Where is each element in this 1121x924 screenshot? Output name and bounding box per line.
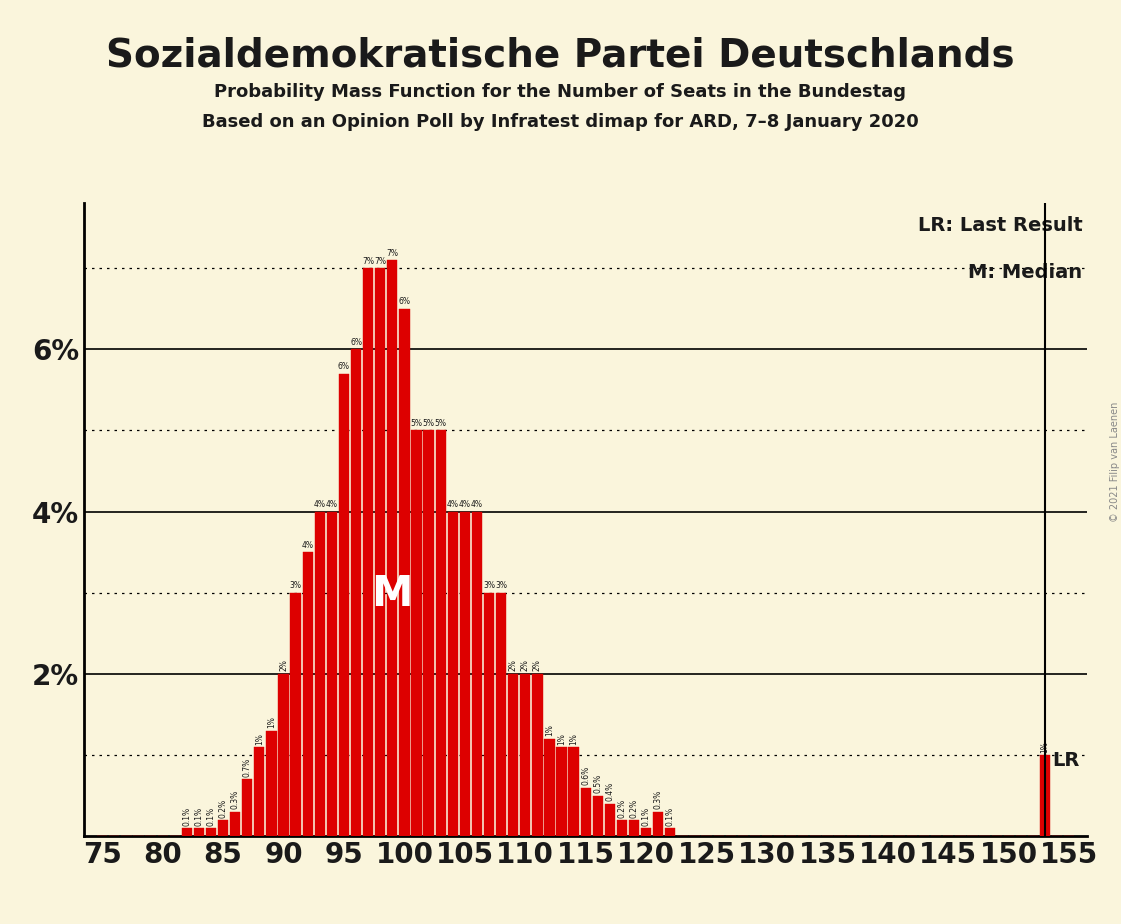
Text: 2%: 2%	[521, 660, 530, 672]
Text: 1%: 1%	[569, 733, 578, 745]
Text: 0.1%: 0.1%	[183, 807, 192, 826]
Bar	[182, 828, 192, 836]
Bar	[363, 268, 373, 836]
Text: 1%: 1%	[267, 716, 276, 728]
Text: 0.7%: 0.7%	[243, 758, 252, 777]
Text: 4%: 4%	[471, 500, 483, 509]
Text: 0.1%: 0.1%	[641, 807, 650, 826]
Text: 7%: 7%	[362, 257, 374, 266]
Bar	[654, 812, 664, 836]
Bar	[278, 674, 289, 836]
Text: 0.4%: 0.4%	[605, 782, 614, 801]
Text: 0.3%: 0.3%	[654, 790, 663, 809]
Text: 0.1%: 0.1%	[206, 807, 215, 826]
Bar	[532, 674, 543, 836]
Text: 5%: 5%	[435, 419, 446, 428]
Text: 6%: 6%	[337, 362, 350, 371]
Bar	[267, 731, 277, 836]
Text: 1%: 1%	[1040, 741, 1049, 753]
Bar	[1040, 755, 1050, 836]
Bar	[290, 593, 300, 836]
Bar	[447, 512, 457, 836]
Bar	[617, 820, 627, 836]
Text: 0.1%: 0.1%	[666, 807, 675, 826]
Text: Based on an Opinion Poll by Infratest dimap for ARD, 7–8 January 2020: Based on an Opinion Poll by Infratest di…	[202, 113, 919, 130]
Text: 6%: 6%	[350, 338, 362, 346]
Text: 5%: 5%	[423, 419, 435, 428]
Text: 0.2%: 0.2%	[219, 798, 228, 818]
Text: 7%: 7%	[387, 249, 398, 258]
Bar	[376, 268, 386, 836]
Bar	[436, 431, 446, 836]
Bar	[315, 512, 325, 836]
Text: 0.5%: 0.5%	[593, 774, 602, 793]
Text: © 2021 Filip van Laenen: © 2021 Filip van Laenen	[1110, 402, 1120, 522]
Bar	[230, 812, 240, 836]
Bar	[556, 747, 567, 836]
Bar	[254, 747, 265, 836]
Bar	[665, 828, 676, 836]
Text: 6%: 6%	[398, 298, 410, 307]
Text: Sozialdemokratische Partei Deutschlands: Sozialdemokratische Partei Deutschlands	[106, 37, 1015, 75]
Bar	[508, 674, 518, 836]
Bar	[641, 828, 651, 836]
Bar	[387, 260, 398, 836]
Text: 3%: 3%	[289, 581, 302, 590]
Bar	[206, 828, 216, 836]
Bar	[593, 796, 603, 836]
Text: 4%: 4%	[314, 500, 326, 509]
Bar	[351, 349, 361, 836]
Text: M: Median: M: Median	[969, 263, 1083, 283]
Text: 4%: 4%	[447, 500, 458, 509]
Text: LR: Last Result: LR: Last Result	[918, 216, 1083, 235]
Bar	[484, 593, 494, 836]
Text: LR: LR	[1053, 751, 1080, 770]
Bar	[495, 593, 507, 836]
Text: 2%: 2%	[532, 660, 541, 672]
Bar	[604, 804, 615, 836]
Bar	[217, 820, 229, 836]
Text: 4%: 4%	[326, 500, 337, 509]
Text: 3%: 3%	[495, 581, 507, 590]
Text: 0.1%: 0.1%	[194, 807, 203, 826]
Bar	[399, 309, 409, 836]
Bar	[472, 512, 482, 836]
Text: 1%: 1%	[557, 733, 566, 745]
Bar	[339, 373, 349, 836]
Text: 0.3%: 0.3%	[231, 790, 240, 809]
Bar	[581, 787, 591, 836]
Bar	[460, 512, 470, 836]
Text: 4%: 4%	[458, 500, 471, 509]
Text: M: M	[371, 573, 413, 615]
Text: 0.2%: 0.2%	[630, 798, 639, 818]
Bar	[242, 780, 252, 836]
Text: 2%: 2%	[279, 660, 288, 672]
Text: 4%: 4%	[302, 541, 314, 550]
Text: 0.6%: 0.6%	[581, 766, 591, 785]
Text: 3%: 3%	[483, 581, 495, 590]
Text: 5%: 5%	[410, 419, 423, 428]
Bar	[326, 512, 337, 836]
Text: 2%: 2%	[509, 660, 518, 672]
Bar	[194, 828, 204, 836]
Text: 0.2%: 0.2%	[618, 798, 627, 818]
Text: Probability Mass Function for the Number of Seats in the Bundestag: Probability Mass Function for the Number…	[214, 83, 907, 101]
Bar	[520, 674, 530, 836]
Bar	[545, 739, 555, 836]
Bar	[629, 820, 639, 836]
Bar	[424, 431, 434, 836]
Bar	[303, 553, 313, 836]
Text: 1%: 1%	[545, 724, 554, 736]
Bar	[568, 747, 578, 836]
Text: 7%: 7%	[374, 257, 387, 266]
Text: 1%: 1%	[254, 733, 263, 745]
Bar	[411, 431, 421, 836]
